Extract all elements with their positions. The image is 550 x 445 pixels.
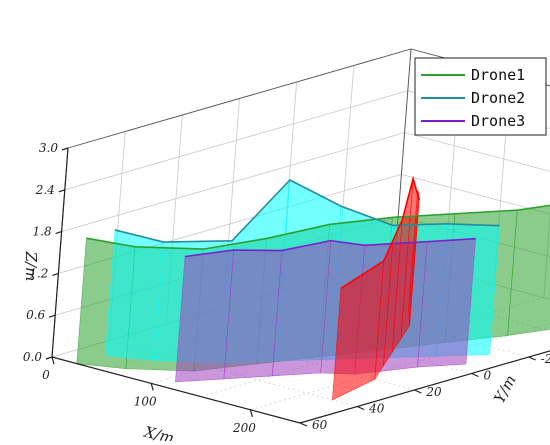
legend-label-drone3: Drone3 (471, 112, 525, 130)
trajectory-wall-segment (507, 205, 550, 336)
series-line (340, 175, 421, 290)
z-tick (58, 189, 65, 193)
x-axis-title: X/m (142, 423, 176, 441)
z-tick-label: 1.2 (29, 266, 48, 280)
trajectory-lines-layer (86, 175, 550, 290)
legend-box (414, 57, 547, 136)
y-tick-label: 20 (425, 385, 442, 399)
legend: Drone1 Drone2 Drone3 (414, 57, 547, 136)
trajectory-wall-segment (223, 249, 283, 380)
z-tick-label: 2.4 (35, 183, 55, 197)
z-tick-label: 1.8 (33, 225, 52, 239)
z-tick-label: 0.0 (23, 350, 42, 364)
z-tick-label: 0.6 (26, 308, 45, 322)
y-tick (299, 422, 308, 427)
axes-layer: 01002006040200-20-40-600.00.61.21.82.43.… (22, 141, 550, 445)
z-tick (45, 356, 53, 360)
grid-line (61, 132, 405, 232)
legend-label-drone2: Drone2 (471, 89, 525, 107)
series-line-drone1 (86, 204, 550, 250)
x-tick-label: 0 (42, 368, 50, 382)
legend-label-drone1: Drone1 (471, 66, 525, 84)
x-tick-label: 200 (232, 421, 256, 435)
box-edge (67, 48, 412, 149)
x-tick (150, 383, 154, 391)
x-tick-label: 100 (134, 394, 157, 408)
z-tick (52, 272, 59, 276)
x-tick (51, 356, 55, 365)
z-tick (55, 231, 62, 235)
y-tick-label: 60 (312, 418, 328, 432)
z-axis-line (51, 147, 69, 358)
x-axis-line (51, 356, 301, 424)
grid-line (401, 174, 550, 215)
y-tick-label: 40 (368, 402, 385, 416)
y-tick (414, 389, 422, 394)
y-tick-label: -20 (541, 352, 550, 366)
x-tick (249, 409, 253, 417)
trajectory-wall-segment (105, 229, 164, 361)
y-tick (471, 372, 479, 378)
series-line-drone2 (114, 179, 500, 243)
y-tick-label: 0 (484, 369, 492, 383)
series-line-drone3 (184, 237, 476, 258)
grid-line (64, 90, 408, 191)
trajectory-walls-layer (76, 178, 550, 401)
y-tick (528, 356, 536, 361)
grid-line (404, 132, 550, 172)
trajectory-wall-segment (417, 238, 476, 368)
z-tick (49, 314, 56, 318)
z-tick (61, 147, 69, 151)
z-axis-title: Z/m (22, 251, 40, 282)
y-axis-title: Y/m (490, 372, 520, 406)
y-tick (356, 405, 365, 411)
z-tick-label: 3.0 (39, 141, 58, 155)
